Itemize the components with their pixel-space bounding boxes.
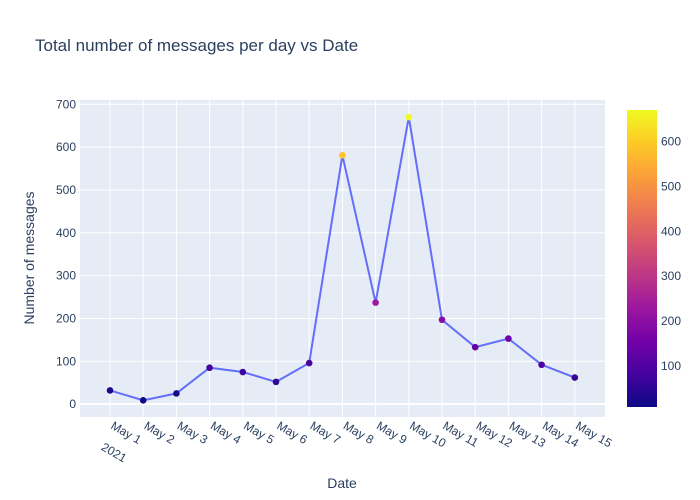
data-point [505, 335, 512, 342]
data-point [173, 390, 180, 397]
colorbar-tick-label: 300 [661, 269, 681, 283]
x-tick-label: May 4 [208, 418, 244, 447]
data-points [106, 113, 579, 404]
x-tick-label: May 1 [109, 418, 145, 447]
y-tick-label: 400 [56, 226, 76, 240]
x-axis-title: Date [327, 475, 357, 491]
data-point [372, 299, 379, 306]
x-tick-label: May 6 [275, 418, 311, 447]
x-tick-label: May 2 [142, 418, 178, 447]
x-tick-label: May 13 [507, 418, 548, 450]
y-tick-label: 700 [56, 97, 76, 111]
chart-title: Total number of messages per day vs Date [35, 36, 358, 55]
colorbar-tick-label: 500 [661, 179, 681, 193]
x-tick-label: May 12 [474, 418, 515, 450]
data-point [438, 316, 446, 324]
colorbar-tick-labels: 100 200 300 400 500 600 [661, 134, 681, 373]
data-point [139, 396, 147, 404]
y-tick-label: 100 [56, 354, 76, 368]
colorbar-tick-label: 200 [661, 314, 681, 328]
data-point [538, 361, 545, 369]
data-point [305, 359, 313, 367]
data-point [206, 364, 213, 372]
y-tick-label: 0 [69, 397, 76, 411]
x-tick-label: May 8 [341, 418, 377, 447]
y-tick-label: 500 [56, 183, 76, 197]
data-point [571, 374, 579, 381]
data-point [471, 343, 479, 351]
colorbar [627, 110, 657, 407]
data-point [272, 378, 280, 386]
x-year-label: 2021 [99, 440, 129, 466]
data-point [405, 113, 413, 121]
x-tick-label: May 11 [441, 418, 482, 450]
x-gridlines [109, 100, 576, 417]
y-tick-label: 300 [56, 269, 76, 283]
x-tick-label: May 15 [573, 418, 614, 450]
y-axis-title: Number of messages [21, 191, 37, 324]
y-tick-label: 200 [56, 311, 76, 325]
x-tick-label: May 3 [175, 418, 211, 447]
data-point [339, 151, 346, 159]
data-point [239, 368, 247, 376]
colorbar-tick-label: 100 [661, 359, 681, 373]
data-point [106, 387, 114, 394]
x-tick-label: May 7 [308, 418, 344, 447]
x-tick-label: May 14 [540, 418, 581, 450]
y-tick-label: 600 [56, 140, 76, 154]
x-tick-label: May 9 [374, 418, 410, 447]
y-tick-labels: 0 100 200 300 400 500 600 700 [56, 97, 76, 411]
x-tick-label: May 10 [407, 418, 448, 450]
colorbar-tick-label: 600 [661, 134, 681, 148]
x-tick-label: May 5 [241, 418, 277, 447]
colorbar-tick-label: 400 [661, 224, 681, 238]
